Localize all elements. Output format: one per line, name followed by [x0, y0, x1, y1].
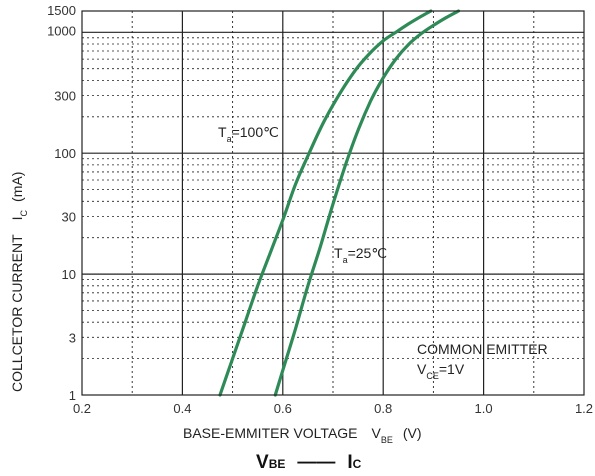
x-tick-labels: 0.2 0.4 0.6 0.8 1.0 1.2 [73, 401, 593, 416]
curve-ta-100c [218, 9, 433, 397]
series-label-100c: Ta=100℃ [218, 124, 279, 144]
x-tick-label: 0.6 [274, 401, 292, 416]
curves [218, 9, 461, 397]
y-tick-labels: 1 3 10 30 100 300 1000 1500 [47, 3, 76, 403]
y-axis-label: COLLCETOR CURRENTIC(mA) [9, 172, 29, 392]
y-tick-label: 100 [54, 146, 76, 161]
x-tick-label: 0.4 [173, 401, 191, 416]
series-label-25c: Ta=25℃ [334, 245, 387, 265]
x-tick-label: 1.0 [475, 401, 493, 416]
x-tick-label: 0.2 [73, 401, 91, 416]
plot-frame [81, 10, 585, 396]
x-axis-label: BASE-EMMITER VOLTAGE VBE (V) [183, 425, 422, 445]
x-tick-label: 1.2 [575, 401, 593, 416]
y-tick-label: 1 [69, 388, 76, 403]
x-tick-label: 0.8 [374, 401, 392, 416]
y-tick-label: 10 [62, 267, 76, 282]
y-tick-label: 30 [62, 209, 76, 224]
curve-ta-25c [273, 9, 461, 397]
y-tick-label: 3 [69, 330, 76, 345]
y-tick-label: 300 [54, 89, 76, 104]
grid-lines [82, 11, 584, 395]
caption: VBE —— IC [256, 452, 362, 473]
annotation-condition: VCE=1V [417, 361, 465, 381]
y-tick-label: 1500 [47, 3, 76, 18]
y-tick-label: 1000 [47, 23, 76, 38]
annotation-mode: COMMON EMITTER [417, 341, 548, 357]
